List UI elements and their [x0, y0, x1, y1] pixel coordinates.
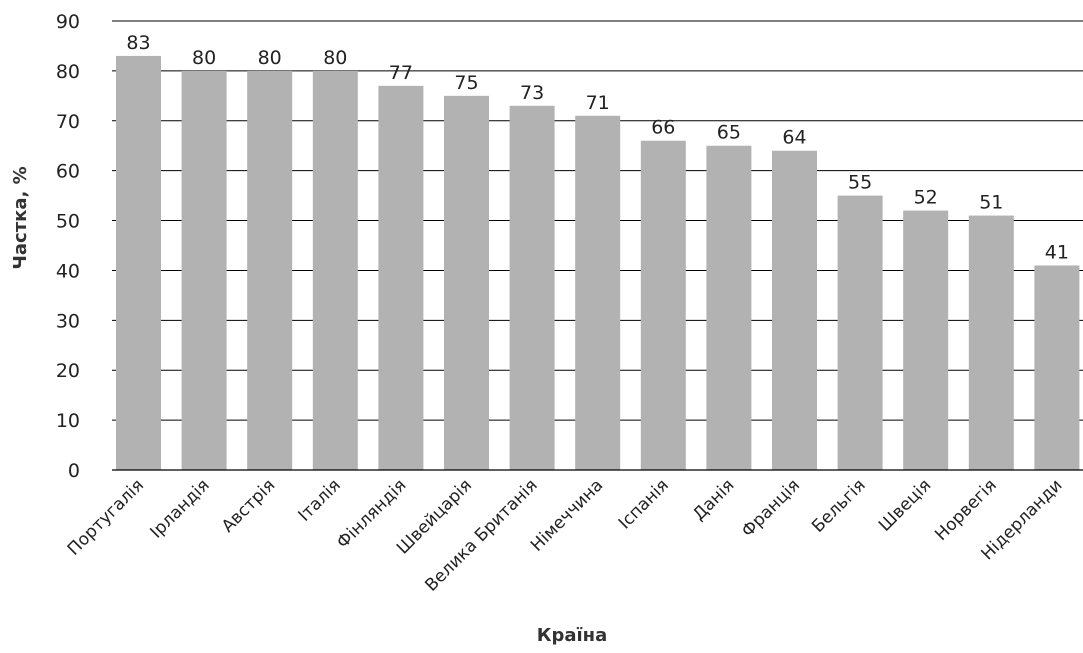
data-label: 75 — [454, 72, 478, 94]
y-tick-label: 60 — [56, 161, 80, 183]
x-tick-label: Данія — [689, 475, 738, 524]
y-tick-label: 90 — [56, 11, 80, 33]
x-tick-label: Бельгія — [808, 475, 869, 536]
y-tick-label: 10 — [56, 410, 80, 432]
bar — [837, 195, 883, 470]
y-tick-label: 30 — [56, 310, 80, 332]
data-label: 66 — [651, 117, 675, 139]
y-axis-ticks: 0 10 20 30 40 50 60 70 80 90 — [56, 11, 80, 482]
data-label: 65 — [717, 122, 741, 144]
x-tick-label: Іспанія — [615, 475, 673, 533]
x-tick-label: Ірландія — [147, 475, 214, 542]
bar — [706, 145, 752, 470]
bar — [1034, 265, 1080, 470]
data-label: 80 — [192, 47, 216, 69]
bar — [247, 70, 293, 470]
data-label: 64 — [782, 127, 806, 149]
bars — [116, 55, 1080, 471]
x-tick-label: Франція — [738, 475, 804, 541]
bar — [903, 210, 949, 471]
data-label: 51 — [979, 192, 1003, 214]
x-tick-label: Велика Британія — [421, 475, 541, 595]
y-tick-label: 50 — [56, 211, 80, 233]
y-axis-title: Частка, % — [10, 166, 31, 269]
x-tick-label: Португалія — [64, 475, 148, 559]
data-label: 41 — [1045, 241, 1069, 263]
x-axis-title: Країна — [537, 625, 608, 646]
data-label: 83 — [126, 32, 150, 54]
bar — [772, 150, 817, 470]
x-tick-label: Австрія — [218, 475, 279, 536]
bar — [312, 70, 358, 470]
data-labels: 83 80 80 80 77 75 73 71 66 65 64 55 52 51 41 — [126, 32, 1069, 264]
data-label: 80 — [258, 47, 282, 69]
y-tick-label: 0 — [68, 460, 80, 482]
data-label: 80 — [323, 47, 347, 69]
data-label: 73 — [520, 82, 544, 104]
data-label: 77 — [389, 62, 413, 84]
y-tick-label: 80 — [56, 61, 80, 83]
y-tick-label: 20 — [56, 360, 80, 382]
y-tick-label: 40 — [56, 260, 80, 282]
data-label: 71 — [586, 92, 610, 114]
bar — [968, 215, 1014, 470]
data-label: 55 — [848, 172, 872, 194]
bar — [509, 105, 555, 471]
bar — [181, 70, 227, 470]
bar — [575, 115, 621, 471]
x-tick-label: Швеція — [875, 475, 935, 535]
bar — [378, 85, 424, 470]
bar — [116, 55, 161, 471]
bar — [444, 95, 489, 470]
bar — [640, 140, 686, 470]
x-tick-label: Італія — [295, 475, 345, 525]
x-tick-label: Норвегія — [931, 475, 1001, 545]
y-tick-label: 70 — [56, 111, 80, 133]
data-label: 52 — [914, 187, 938, 209]
